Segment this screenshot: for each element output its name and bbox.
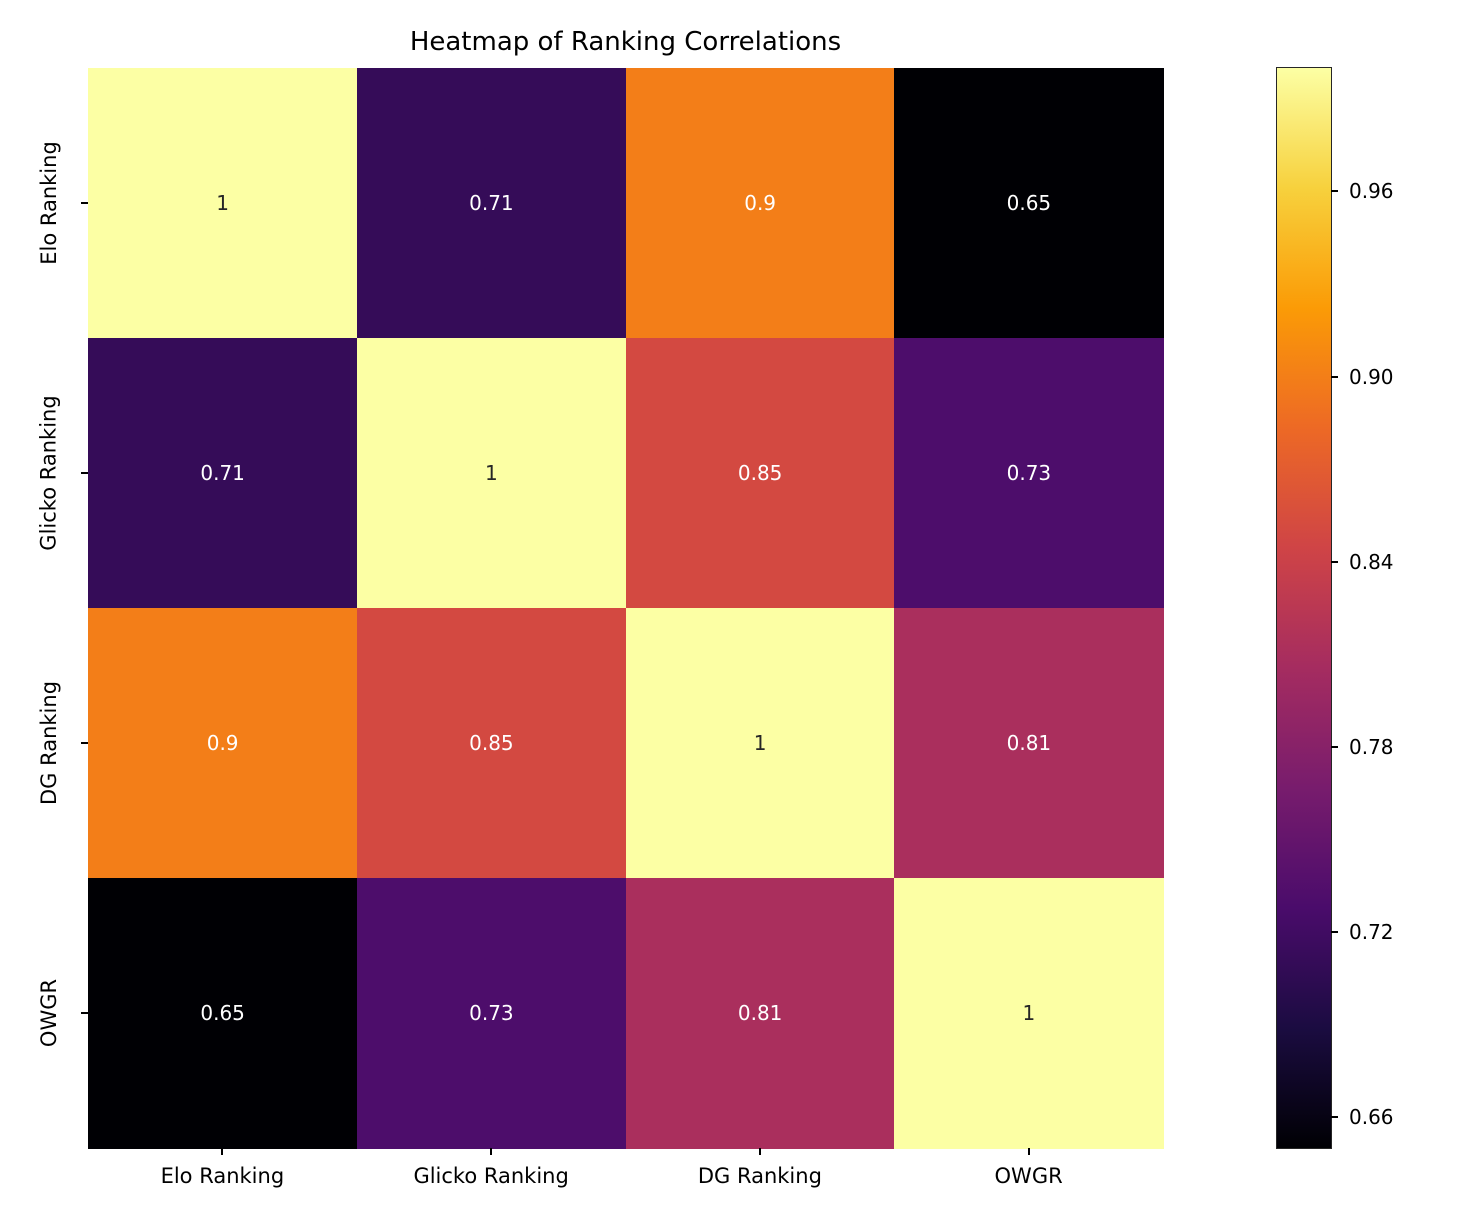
colorbar: 0.96 0.90 0.84 0.78 0.72 0.66 — [1276, 67, 1394, 1149]
heatmap-cell: 0.9 — [625, 68, 895, 339]
heatmap-cell-value: 0.9 — [744, 191, 777, 216]
heatmap-cell: 0.71 — [356, 68, 626, 339]
y-axis-label: OWGR — [26, 878, 72, 1148]
y-axis-label-text: Glicko Ranking — [37, 395, 61, 551]
x-axis-tick — [221, 1148, 224, 1155]
colorbar-tick — [1331, 931, 1338, 933]
heatmap-cell: 1 — [356, 338, 626, 609]
y-axis-tick — [81, 1012, 88, 1014]
heatmap-cell-value: 0.71 — [200, 461, 245, 486]
heatmap-cell-value: 1 — [216, 191, 229, 216]
x-axis-label: Elo Ranking — [160, 1164, 285, 1188]
y-axis-label: DG Ranking — [26, 608, 72, 878]
colorbar-tick-label: 0.84 — [1349, 549, 1394, 574]
heatmap-cell: 0.85 — [625, 338, 895, 609]
y-axis-label-text: Elo Ranking — [37, 141, 62, 265]
x-axis-tick — [490, 1148, 493, 1155]
heatmap-cell: 0.85 — [356, 608, 626, 879]
heatmap-cell-value: 0.73 — [469, 1001, 514, 1026]
heatmap-cell-value: 0.81 — [1006, 731, 1052, 756]
heatmap-cell-value: 1 — [1022, 1001, 1036, 1026]
heatmap-cell: 1 — [88, 68, 358, 339]
heatmap-cell-value: 0.81 — [737, 1001, 783, 1026]
x-axis-label: OWGR — [994, 1164, 1063, 1188]
colorbar-tick-label: 0.90 — [1349, 364, 1394, 389]
heatmap-cell: 1 — [625, 608, 895, 879]
heatmap-cell-value: 0.9 — [206, 731, 239, 756]
x-axis-label: Glicko Ranking — [413, 1164, 569, 1188]
heatmap-cell: 0.73 — [356, 878, 626, 1149]
y-axis-label-text: DG Ranking — [37, 680, 61, 806]
y-axis-label-text: OWGR — [37, 978, 62, 1048]
heatmap-cell-value: 0.85 — [737, 461, 783, 486]
heatmap-cell: 0.71 — [88, 338, 358, 609]
colorbar-tick — [1331, 560, 1338, 563]
heatmap-cell-value: 0.73 — [1006, 461, 1052, 486]
heatmap-cell: 0.81 — [625, 878, 895, 1149]
x-axis-tick — [1027, 1148, 1030, 1155]
y-axis-tick — [81, 742, 88, 744]
colorbar-tick — [1331, 375, 1338, 378]
heatmap-cell-value: 0.65 — [1006, 191, 1052, 216]
colorbar-tick-label: 0.78 — [1349, 734, 1394, 759]
heatmap-cell: 0.65 — [88, 878, 358, 1149]
heatmap-cell-value: 0.65 — [200, 1001, 245, 1026]
heatmap-cell-value: 0.71 — [469, 191, 514, 216]
colorbar-gradient — [1276, 67, 1332, 1149]
heatmap-cell: 1 — [894, 878, 1164, 1149]
colorbar-tick-label: 0.96 — [1349, 179, 1394, 204]
colorbar-tick — [1331, 745, 1338, 748]
y-axis-tick — [81, 472, 88, 474]
heatmap-cell-value: 0.85 — [469, 731, 514, 756]
heatmap-cell: 0.65 — [894, 68, 1164, 339]
heatmap-cell-value: 1 — [485, 461, 498, 486]
x-axis-label: DG Ranking — [697, 1164, 822, 1188]
heatmap-cell: 0.9 — [88, 608, 358, 879]
heatmap-cell: 0.81 — [894, 608, 1164, 879]
colorbar-tick — [1331, 1116, 1338, 1119]
y-axis-label: Glicko Ranking — [26, 338, 72, 608]
colorbar-tick-label: 0.66 — [1349, 1105, 1394, 1130]
y-axis-tick — [81, 202, 88, 204]
chart-title: Heatmap of Ranking Correlations — [409, 27, 842, 57]
heatmap-cell: 0.73 — [894, 338, 1164, 609]
colorbar-tick — [1331, 190, 1338, 193]
x-axis-tick — [758, 1148, 761, 1155]
colorbar-tick-label: 0.72 — [1349, 920, 1394, 944]
y-axis-label: Elo Ranking — [26, 68, 72, 338]
heatmap-cell-value: 1 — [753, 731, 767, 756]
